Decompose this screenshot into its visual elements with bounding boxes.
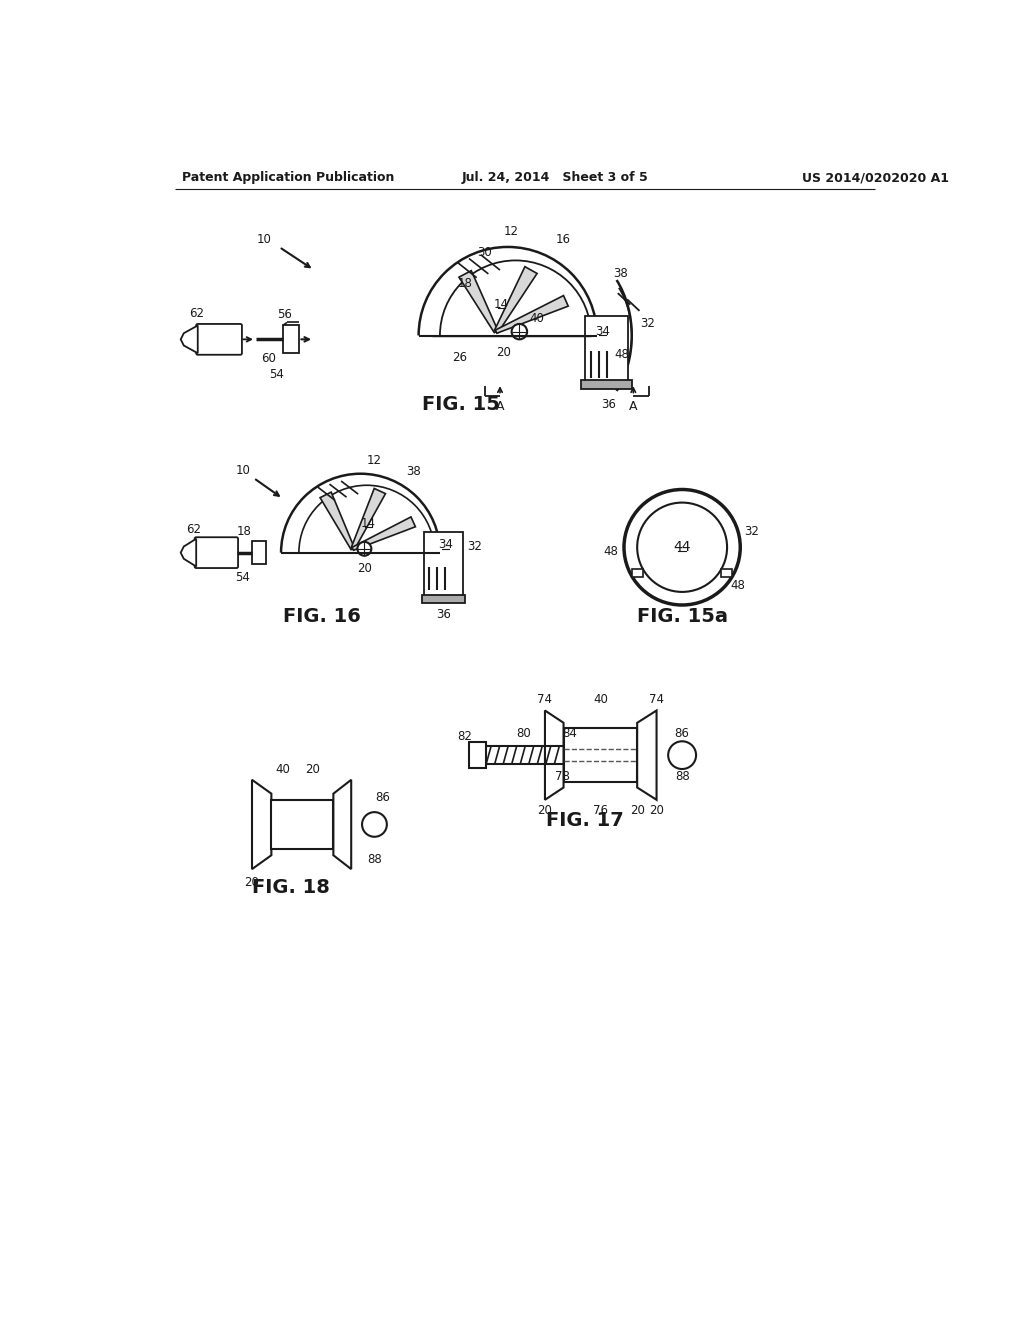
FancyBboxPatch shape <box>195 537 238 568</box>
Text: FIG. 16: FIG. 16 <box>283 607 360 626</box>
Text: 36: 36 <box>601 399 616 412</box>
Text: 82: 82 <box>458 730 472 743</box>
FancyBboxPatch shape <box>633 569 643 577</box>
Text: 44: 44 <box>674 540 691 554</box>
Text: 14: 14 <box>494 298 509 312</box>
Text: A: A <box>496 400 504 413</box>
Text: 38: 38 <box>406 465 421 478</box>
Polygon shape <box>351 488 385 549</box>
Text: US 2014/0202020 A1: US 2014/0202020 A1 <box>802 172 949 185</box>
Text: FIG. 15: FIG. 15 <box>422 395 500 414</box>
Polygon shape <box>352 517 416 550</box>
Text: 48: 48 <box>730 579 745 593</box>
Text: 36: 36 <box>436 607 451 620</box>
Bar <box>422 595 465 603</box>
Polygon shape <box>180 326 198 354</box>
Text: 74: 74 <box>538 693 553 706</box>
Bar <box>283 326 299 354</box>
Text: 10: 10 <box>236 463 250 477</box>
Polygon shape <box>545 710 563 800</box>
Text: 20: 20 <box>305 763 319 776</box>
Text: 60: 60 <box>261 352 276 366</box>
Polygon shape <box>495 267 537 333</box>
Text: 18: 18 <box>458 277 472 289</box>
Text: 20: 20 <box>357 561 372 574</box>
Circle shape <box>637 503 727 591</box>
Text: FIG. 15a: FIG. 15a <box>637 607 728 626</box>
Circle shape <box>512 323 527 339</box>
Circle shape <box>624 490 740 605</box>
Text: 88: 88 <box>367 853 382 866</box>
Text: 74: 74 <box>649 693 664 706</box>
Text: 88: 88 <box>675 770 689 783</box>
Text: 40: 40 <box>275 763 291 776</box>
Polygon shape <box>180 539 197 566</box>
Text: 20: 20 <box>649 804 664 817</box>
Text: 14: 14 <box>360 517 376 529</box>
FancyBboxPatch shape <box>721 569 732 577</box>
Text: 32: 32 <box>744 525 760 539</box>
Text: 12: 12 <box>504 224 519 238</box>
Text: 20: 20 <box>538 804 552 817</box>
Polygon shape <box>321 492 354 549</box>
Text: 54: 54 <box>236 570 250 583</box>
Text: 18: 18 <box>237 524 252 537</box>
Polygon shape <box>252 780 271 869</box>
Text: 10: 10 <box>256 232 271 246</box>
Text: 62: 62 <box>186 523 202 536</box>
Text: 84: 84 <box>562 727 578 741</box>
Bar <box>271 800 334 849</box>
Text: 20: 20 <box>630 804 645 817</box>
Text: 34: 34 <box>438 539 454 552</box>
Text: 34: 34 <box>595 325 609 338</box>
Polygon shape <box>496 296 568 333</box>
Text: 56: 56 <box>278 308 292 321</box>
Text: A: A <box>629 400 638 413</box>
Text: 78: 78 <box>555 770 569 783</box>
Text: FIG. 18: FIG. 18 <box>252 878 330 898</box>
Bar <box>252 541 266 564</box>
Text: 32: 32 <box>467 540 482 553</box>
Text: 16: 16 <box>556 232 571 246</box>
Text: 48: 48 <box>603 545 618 557</box>
Bar <box>469 742 486 768</box>
Text: 86: 86 <box>375 791 390 804</box>
Text: 20: 20 <box>245 875 259 888</box>
Text: Jul. 24, 2014   Sheet 3 of 5: Jul. 24, 2014 Sheet 3 of 5 <box>461 172 648 185</box>
Text: 12: 12 <box>367 454 382 467</box>
Text: 80: 80 <box>516 727 530 741</box>
Text: 62: 62 <box>188 308 204 321</box>
Circle shape <box>669 742 696 770</box>
Text: 86: 86 <box>675 727 689 741</box>
Text: 40: 40 <box>529 312 545 325</box>
Text: 40: 40 <box>593 693 608 706</box>
Text: 48: 48 <box>614 348 629 362</box>
Text: 54: 54 <box>269 367 285 380</box>
Bar <box>586 317 628 385</box>
Text: Patent Application Publication: Patent Application Publication <box>182 172 394 185</box>
Text: 76: 76 <box>593 804 608 817</box>
Circle shape <box>357 543 372 556</box>
Text: 20: 20 <box>497 346 511 359</box>
Text: FIG. 17: FIG. 17 <box>547 810 624 830</box>
Bar <box>563 729 637 781</box>
Polygon shape <box>459 271 498 333</box>
Text: 32: 32 <box>640 317 654 330</box>
Polygon shape <box>637 710 656 800</box>
Bar <box>424 532 463 598</box>
Text: 26: 26 <box>453 351 467 363</box>
Polygon shape <box>334 780 351 869</box>
FancyBboxPatch shape <box>197 323 242 355</box>
Circle shape <box>362 812 387 837</box>
Text: 30: 30 <box>477 246 492 259</box>
Bar <box>582 380 632 389</box>
Text: 38: 38 <box>612 268 628 280</box>
